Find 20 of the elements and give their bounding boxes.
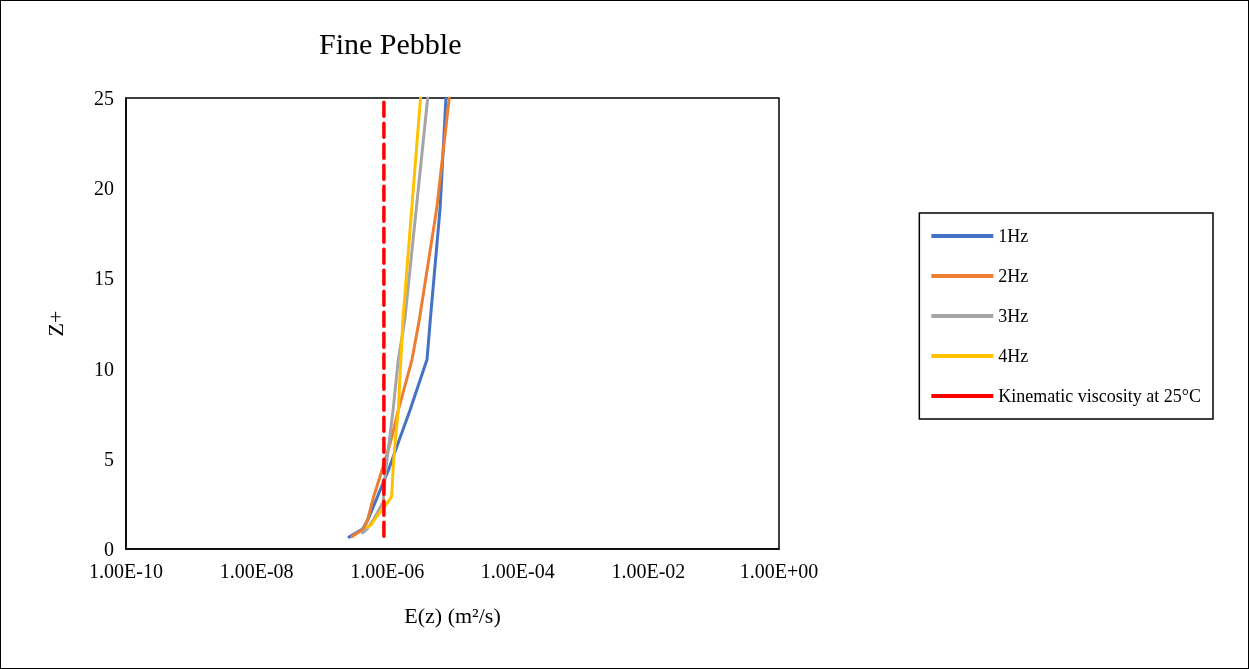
y-tick-label: 15: [94, 267, 114, 290]
legend-label: Kinematic viscosity at 25°C: [998, 386, 1201, 406]
x-tick-label: 1.00E-10: [89, 560, 163, 582]
y-axis-title: Z+: [42, 310, 68, 337]
x-axis-title: E(z) (m²/s): [404, 602, 501, 628]
legend-label: 3Hz: [998, 306, 1029, 326]
legend-label: 4Hz: [998, 346, 1029, 366]
y-tick-label: 0: [104, 538, 114, 560]
y-tick-label: 25: [94, 87, 114, 109]
x-tick-label: 1.00E+00: [739, 560, 819, 582]
x-tick-label: 1.00E-02: [611, 560, 686, 582]
x-tick-label: 1.00E-04: [480, 560, 555, 582]
y-tick-label: 10: [94, 357, 114, 380]
x-tick-label: 1.00E-06: [350, 560, 425, 582]
y-tick-label: 20: [94, 177, 114, 200]
legend-label: 1Hz: [998, 226, 1029, 246]
chart-title: Fine Pebble: [319, 26, 462, 60]
y-tick-label: 5: [104, 447, 114, 470]
x-tick-label: 1.00E-08: [219, 560, 294, 582]
legend-label: 2Hz: [998, 266, 1029, 286]
